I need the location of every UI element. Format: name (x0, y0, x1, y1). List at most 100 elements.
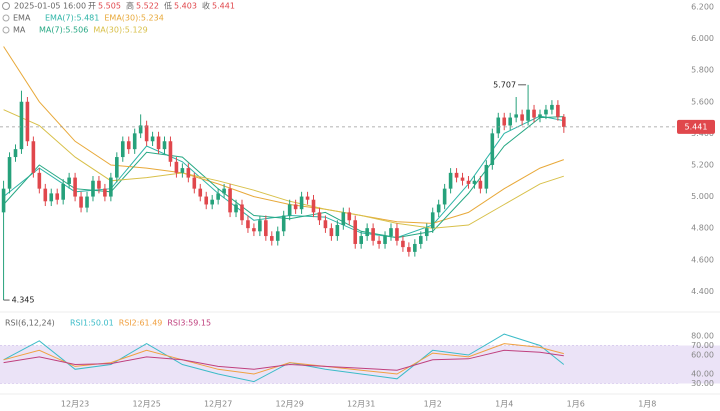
candle-body (496, 117, 501, 134)
candle-body (174, 161, 179, 173)
candle-body (264, 220, 268, 237)
candle-body (103, 188, 107, 197)
candle-body (484, 164, 489, 189)
candle-body (395, 228, 399, 241)
y-tick-label: 5.800 (691, 66, 714, 75)
y-tick-label: 4.400 (691, 287, 714, 296)
legend-entry: EMA(30):5.234 (104, 14, 163, 23)
ohlc-value: 5.441 (212, 2, 235, 11)
candle-body (299, 196, 304, 210)
x-tick-label: 12月27 (204, 400, 232, 409)
ohlc-label: 低 (164, 1, 172, 11)
y-tick-label: 6.000 (691, 34, 714, 43)
candle-body (240, 204, 244, 221)
ohlc-value: 5.403 (174, 2, 197, 11)
candle-body (120, 141, 125, 158)
candle-body (478, 180, 483, 189)
candle-body (258, 220, 262, 232)
ohlc-label: 开 (88, 2, 96, 11)
candle-body (162, 141, 167, 150)
candle-body (365, 228, 369, 237)
candle-body (198, 188, 203, 197)
candle-body (544, 109, 548, 115)
candle-body (228, 188, 232, 213)
high-label: 5.707 (493, 80, 516, 89)
y-tick-label: 6.200 (691, 2, 714, 11)
candle-body (508, 117, 512, 126)
x-tick-label: 12月23 (61, 400, 89, 409)
candle-body (317, 212, 322, 221)
candle-body (234, 204, 238, 213)
legend-entry: RSI1:50.01 (70, 319, 114, 328)
candle-body (383, 236, 387, 244)
candle-body (67, 177, 71, 184)
legend-entry: MA(7):5.506 (39, 26, 88, 35)
legend-icon[interactable] (2, 14, 10, 22)
candle-body (275, 231, 280, 241)
candle-body (109, 177, 113, 197)
candle-body (436, 204, 441, 213)
candle-body (413, 243, 417, 252)
rsi-band (0, 345, 720, 384)
y-tick-label: 5.000 (691, 192, 714, 201)
candle-body (550, 104, 554, 110)
ohlc-value: 5.522 (136, 2, 159, 11)
candle-body (126, 141, 131, 150)
y-tick-label: 30.00 (691, 379, 714, 388)
candle-body (502, 117, 507, 126)
candle-body (490, 133, 495, 165)
candle-body (562, 116, 566, 127)
candle-body (25, 101, 30, 142)
candle-body (323, 220, 328, 229)
x-tick-label: 12月31 (347, 400, 375, 409)
candle-body (407, 247, 411, 252)
info-icon[interactable] (2, 2, 10, 10)
candle-body (466, 180, 471, 184)
candle-body (168, 141, 173, 162)
candle-body (418, 236, 423, 244)
candle-body (341, 212, 346, 225)
candle-body (97, 180, 101, 189)
candle-body (150, 136, 155, 142)
candle-body (305, 196, 310, 200)
candle-body (377, 240, 381, 244)
candle-body (115, 157, 119, 178)
x-tick-label: 1月2 (424, 400, 442, 409)
candle-body (19, 101, 24, 150)
candle-body (293, 204, 298, 210)
candle-body (520, 114, 524, 121)
candle-body (556, 104, 560, 117)
indicator-line (3, 349, 564, 371)
candle-body (454, 172, 459, 178)
candle-body (269, 236, 274, 241)
candle-body (371, 228, 375, 241)
candle-body (180, 168, 185, 173)
candle-body (210, 199, 214, 205)
candle-body (538, 114, 542, 118)
candle-body (287, 204, 292, 216)
candle-body (73, 177, 77, 197)
candle-body (216, 193, 220, 200)
candle-body (347, 212, 352, 221)
legend-entry: EMA(7):5.481 (45, 14, 99, 23)
candle-body (532, 109, 536, 118)
candle-body (61, 183, 65, 200)
candle-body (401, 240, 405, 248)
candle-body (1, 188, 6, 213)
candle-body (222, 188, 226, 194)
legend-entry: RSI2:61.49 (119, 319, 163, 328)
candle-body (442, 188, 447, 205)
candle-body (329, 228, 334, 237)
candle-body (252, 228, 256, 232)
candle-body (389, 228, 393, 237)
ohlc-label: 高 (126, 1, 134, 11)
legend-group: EMA (13, 14, 31, 23)
candle-body (186, 168, 191, 178)
candle-body (144, 125, 149, 142)
candle-body (430, 212, 435, 229)
candle-body (85, 196, 89, 208)
y-tick-label: 60.00 (691, 351, 714, 360)
candle-body (526, 109, 530, 121)
legend-icon[interactable] (2, 26, 10, 34)
candle-body (13, 149, 18, 158)
